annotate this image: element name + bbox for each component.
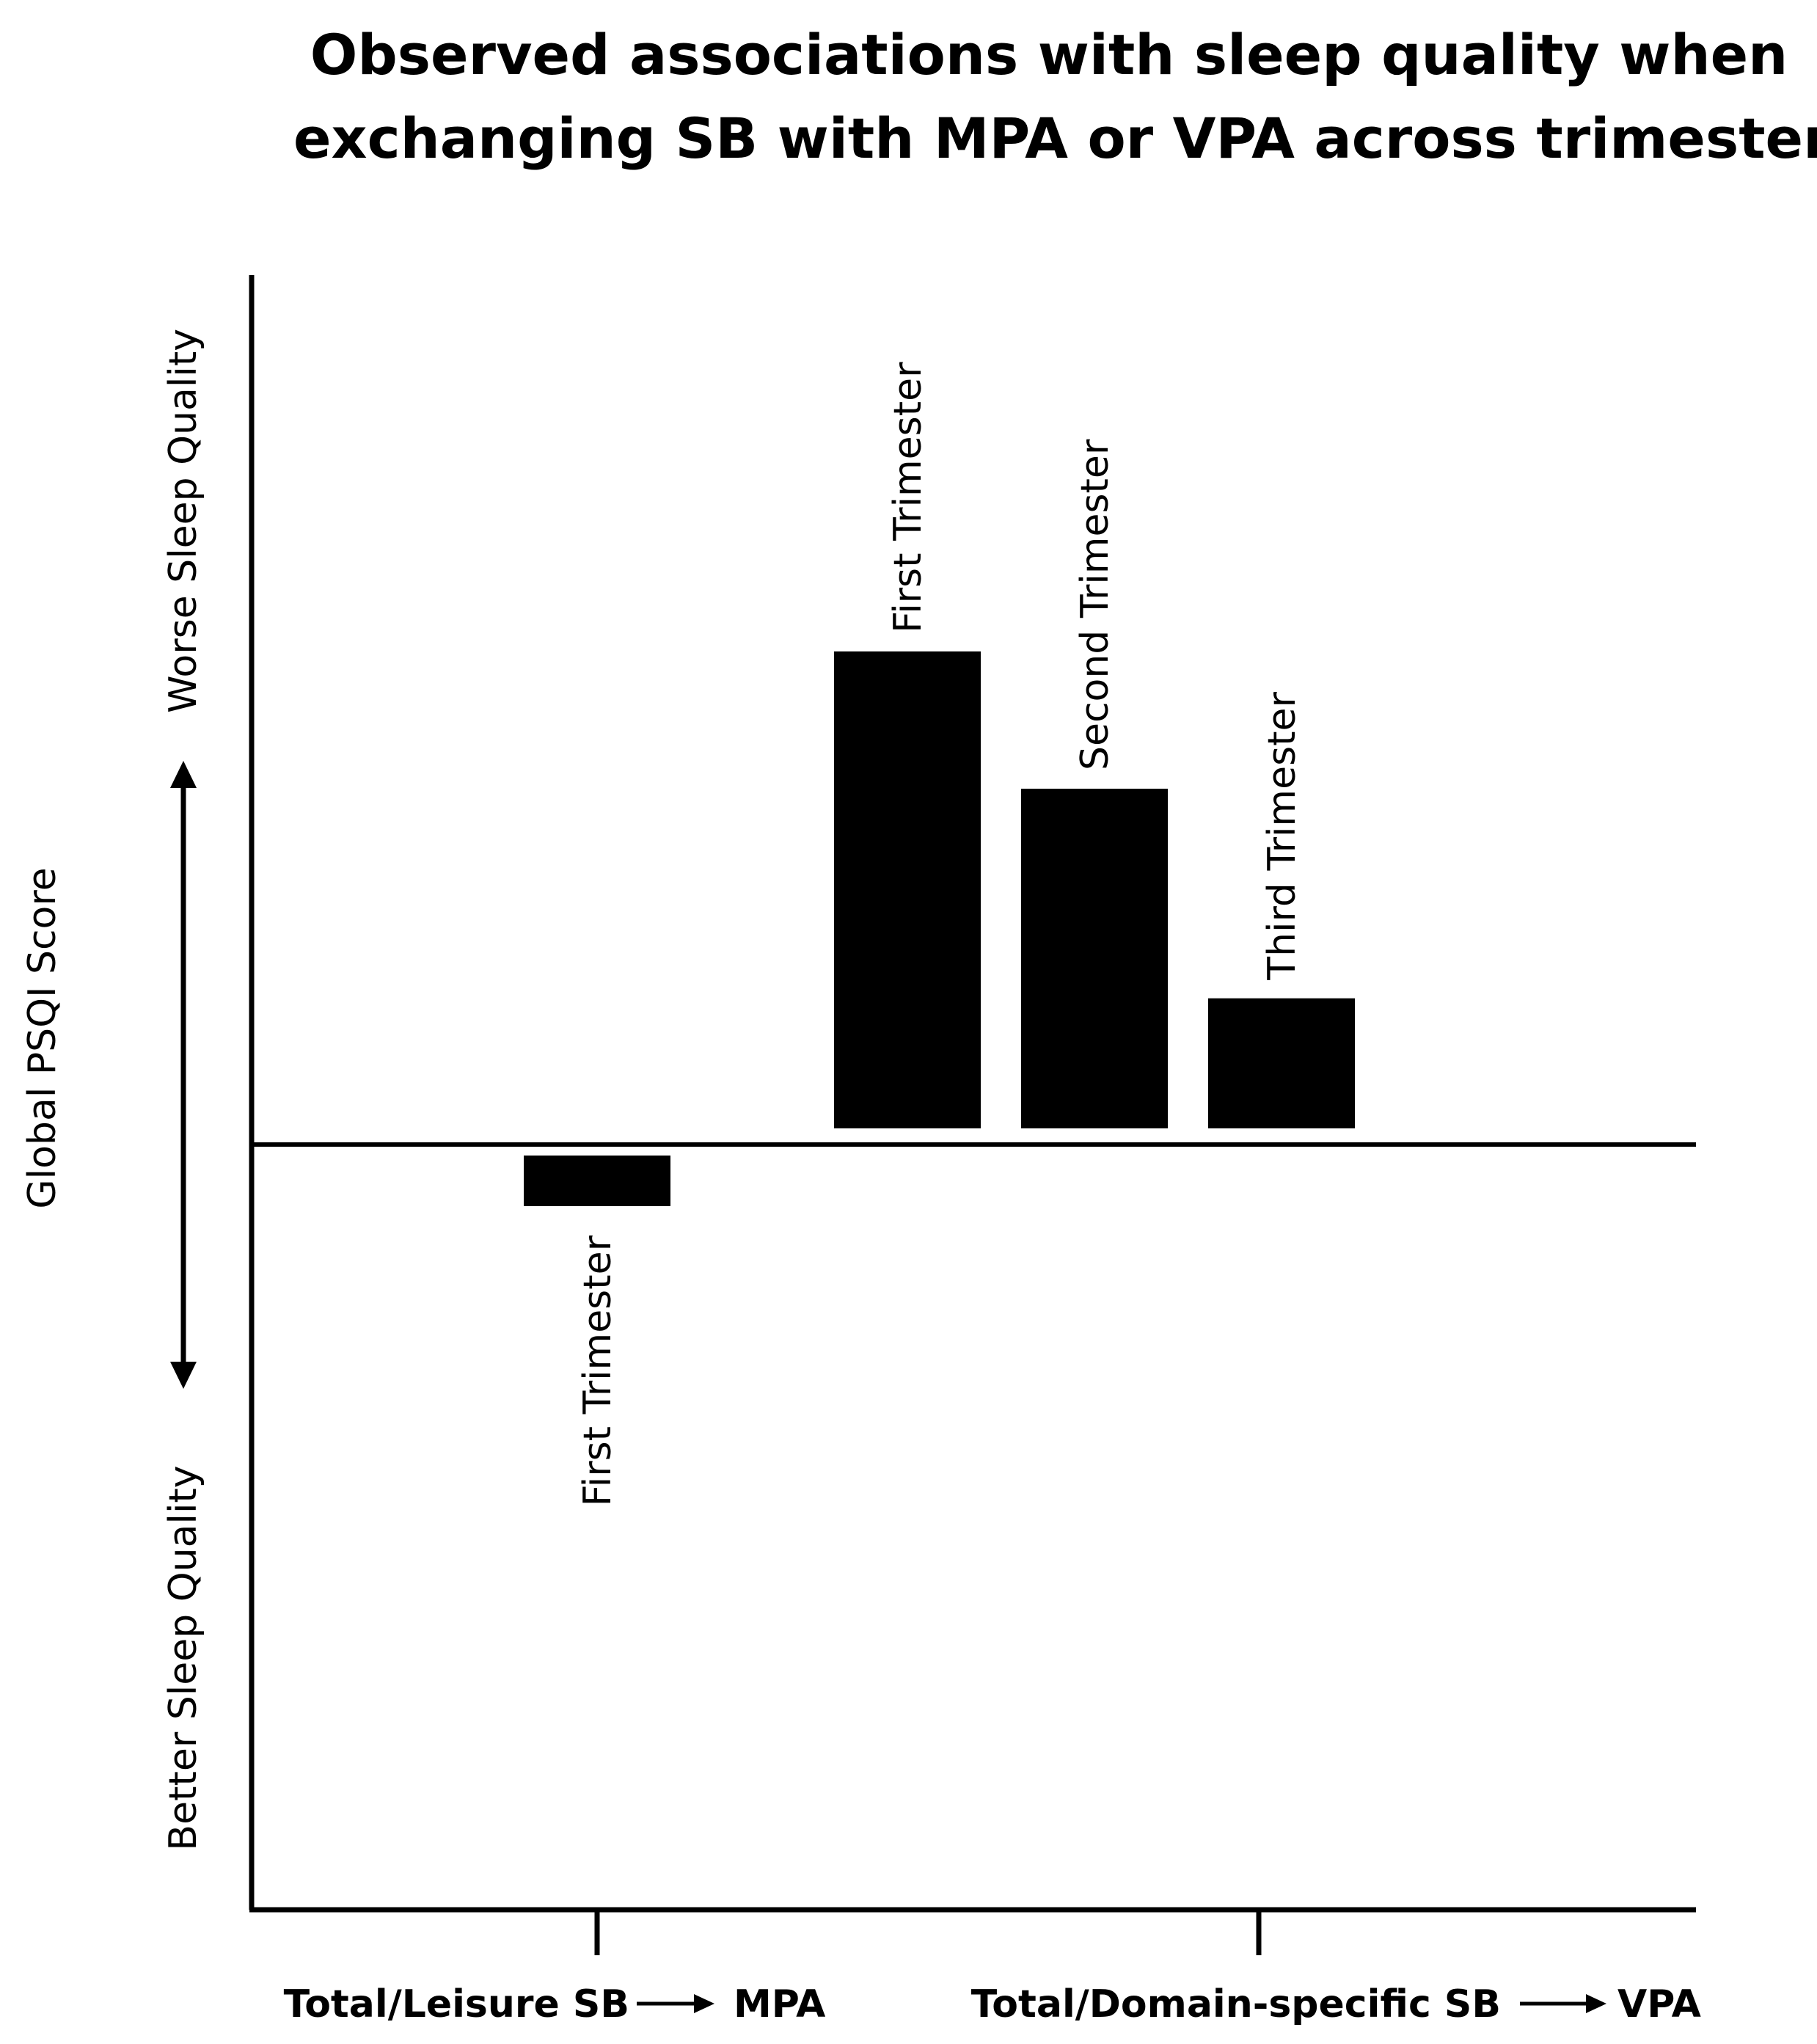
bar-label: First Trimester	[886, 362, 930, 633]
double-arrow-icon	[170, 761, 197, 1389]
chart-title-line-1: Observed associations with sleep quality…	[310, 22, 1788, 87]
y-axis-title: Global PSQI Score	[21, 867, 65, 1208]
better-sleep-quality-label: Better Sleep Quality	[161, 1465, 205, 1850]
x-label-mpa: Total/Leisure SB MPA	[284, 1982, 826, 2026]
bar-label: Second Trimester	[1073, 439, 1117, 770]
chart-title: Observed associations with sleep quality…	[293, 13, 1817, 180]
bar	[524, 1156, 670, 1206]
x-label-vpa-right: VPA	[1617, 1982, 1701, 2026]
x-label-mpa-right: MPA	[734, 1982, 825, 2026]
bar	[834, 651, 981, 1128]
x-label-mpa-left: Total/Leisure SB	[284, 1982, 629, 2026]
bar	[1208, 998, 1355, 1128]
x-label-vpa: Total/Domain-specific SB VPA	[971, 1982, 1701, 2026]
bars-layer: First Trimester First Trimester Second Tri…	[524, 362, 1355, 1506]
worse-sleep-quality-label: Worse Sleep Quality	[161, 329, 205, 713]
x-label-vpa-left: Total/Domain-specific SB	[971, 1982, 1501, 2026]
bar	[1021, 789, 1168, 1128]
arrow-right-icon	[1586, 1994, 1606, 2013]
bar-label: First Trimester	[576, 1235, 620, 1506]
arrow-right-icon	[694, 1994, 714, 2013]
chart-title-line-2: exchanging SB with MPA or VPA across tri…	[293, 106, 1817, 171]
bar-label: Third Trimester	[1260, 691, 1304, 980]
